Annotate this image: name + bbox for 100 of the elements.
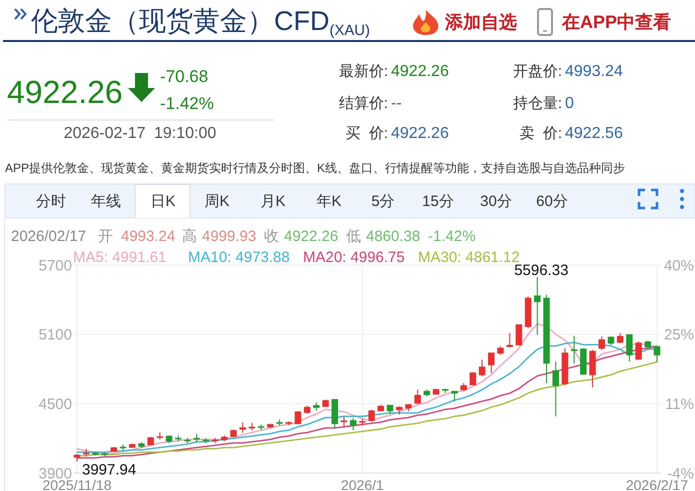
text: 日K (150, 193, 176, 210)
text: 4922.26 (391, 125, 449, 142)
candlestick (193, 433, 200, 443)
text: 4993.24 (121, 228, 176, 245)
y-tick-label: 4500 (38, 396, 72, 413)
y2-tick-label: 25% (664, 326, 694, 344)
text: 2026/02/17 (11, 228, 86, 245)
candlestick (516, 324, 522, 346)
candlestick (488, 352, 495, 374)
x-tick-label: 2025/11/18 (42, 477, 112, 491)
y2-tick-label: 40% (664, 257, 694, 274)
text: 年线 (91, 193, 121, 210)
candlestick (202, 438, 210, 444)
candlestick (562, 348, 568, 386)
text: APP提供伦敦金、现货黄金、黄金期货实时行情及分时图、K线、盘口、行情提醒等功能，支持自选股与自选品种同步 (5, 161, 626, 175)
text: MA5: 4991.61 (73, 249, 166, 266)
candlestick (460, 382, 467, 392)
annotation: 3997.94 (82, 462, 136, 479)
candlestick (101, 452, 108, 457)
candlestick (156, 432, 164, 440)
candlestick (267, 423, 274, 428)
x-tick-label: 2026/1 (340, 477, 384, 491)
text: 4922.26 (391, 63, 449, 80)
text: 30分 (480, 193, 512, 210)
text: 4922.56 (565, 125, 623, 142)
candlestick (74, 453, 80, 462)
y2-tick-label: 11% (665, 396, 694, 414)
candlestick (350, 417, 356, 431)
text: 低 (346, 228, 361, 245)
candlestick (276, 419, 283, 426)
candlestick (285, 420, 292, 426)
candlestick (589, 349, 596, 388)
text: MA10: 4973.88 (188, 249, 290, 266)
candlestick (378, 404, 384, 412)
candlestick (230, 429, 237, 438)
candlestick (120, 444, 126, 451)
candlestick (166, 435, 172, 444)
candlestick (497, 346, 504, 356)
text: 结算价: (338, 95, 388, 112)
candlestick (221, 435, 228, 442)
text: 2026-02-17 19:10:00 (64, 125, 216, 142)
candlestick (580, 348, 587, 376)
text: 15分 (422, 193, 454, 210)
candlestick (138, 442, 145, 448)
text: 开盘价: (512, 63, 562, 80)
candlestick (304, 405, 310, 414)
candlestick (608, 336, 614, 346)
text: 4860.38 (366, 228, 420, 245)
candlestick (451, 390, 458, 402)
candlestick (175, 435, 182, 442)
x-tick-label: 2026/2/17 (626, 477, 688, 491)
text: 月K (260, 193, 286, 210)
candlestick (396, 406, 402, 416)
candlestick (258, 424, 264, 431)
candlestick (82, 448, 90, 457)
text: 周K (204, 193, 230, 210)
candlestick (313, 402, 320, 412)
candlestick (543, 294, 550, 384)
text: 5分 (371, 193, 395, 210)
candlestick (654, 345, 660, 363)
text: 添加自选 (444, 12, 517, 32)
text: -1.42% (160, 94, 214, 113)
text: 开 (98, 228, 113, 245)
text: -70.68 (160, 67, 208, 86)
candlestick (212, 437, 218, 444)
candlestick (432, 388, 440, 396)
candlestick (368, 409, 375, 422)
text: 分时 (36, 193, 66, 210)
candlestick (340, 416, 348, 427)
y-tick-label: 5700 (38, 257, 72, 274)
text: 买 价: (346, 125, 388, 142)
candlestick (570, 335, 578, 364)
text: 4922.26 (284, 228, 338, 245)
text: 年K (316, 193, 342, 210)
candlestick (635, 341, 642, 360)
text: 0 (565, 95, 574, 112)
candlestick (524, 296, 532, 329)
text: 在APP中查看 (561, 12, 672, 32)
text: 4922.26 (7, 74, 123, 110)
candlestick (478, 359, 486, 377)
text: -1.42% (428, 228, 476, 245)
candlestick (414, 389, 421, 405)
candlestick (359, 418, 366, 426)
candlestick (239, 422, 246, 434)
text: 4999.93 (202, 228, 256, 245)
candlestick (405, 404, 412, 412)
text: 最新价: (338, 63, 388, 80)
candlestick (332, 398, 338, 428)
candlestick (147, 436, 154, 446)
y-tick-label: 5100 (38, 326, 72, 344)
candlestick (442, 388, 449, 394)
candlestick (644, 340, 652, 348)
candlestick (248, 422, 256, 431)
line-series (76, 323, 658, 454)
text: 卖 价: (520, 125, 562, 142)
candlestick (506, 332, 513, 348)
text: MA20: 4996.75 (303, 249, 405, 266)
text: 持仓量: (512, 95, 562, 112)
candlestick (424, 389, 430, 397)
candlestick (386, 404, 394, 414)
